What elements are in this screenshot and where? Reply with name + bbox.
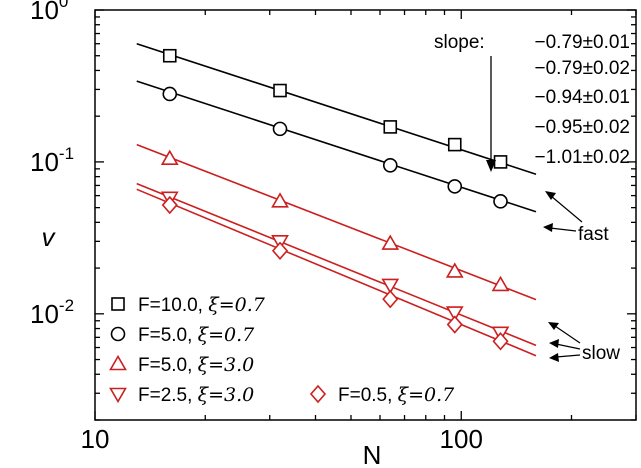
x-tick-label: 10 [81,424,110,454]
slope-value-3: −0.94±0.01 [535,87,630,108]
data-point-series-3 [381,234,400,250]
data-point-series-2 [272,121,288,137]
data-point-series-3 [445,262,464,278]
slow-arrow-head-1 [548,322,559,330]
plot-frame [94,9,637,421]
fast-arrow-2 [549,227,577,232]
legend-marker-2 [110,326,126,342]
data-point-series-2 [162,86,178,102]
slope-arrow-head [486,160,496,172]
data-point-series-4 [445,306,464,322]
data-point-series-4 [381,278,400,295]
legend-label-1: F=10.0, ξ=0.7 [138,294,266,316]
plot-area-border [94,9,637,421]
data-point-series-1 [162,48,177,63]
slope-value-1: −0.79±0.01 [535,32,630,53]
slow-label: slow [582,343,620,364]
fast-arrow-1 [550,195,583,223]
slope-value-5: −1.01±0.02 [535,147,630,168]
slow-arrow-1 [554,325,581,344]
legend: F=10.0, ξ=0.7 F=5.0, ξ=0.7 F=5.0, ξ=3.0 F=2… [109,294,455,406]
legend-marker-5 [309,384,327,404]
fast-label: fast [578,224,609,245]
fit-line-5 [136,188,537,357]
data-point-series-1 [383,120,398,134]
data-point-series-1 [493,155,508,169]
data-point-series-1 [447,137,462,152]
y-tick-label: 100 [30,0,68,25]
data-point-series-3 [491,275,510,292]
fit-line-3 [136,143,537,301]
data-point-series-5 [492,332,509,351]
data-point-series-5 [161,195,178,215]
fast-arrow-head-1 [545,191,556,200]
data-point-series-1 [273,83,287,98]
fit-line-2 [136,80,537,213]
data-markers [160,48,510,351]
legend-marker-3 [109,354,127,371]
data-point-series-3 [160,149,179,165]
slope-label: slope: [434,32,485,53]
y-axis-title: v [42,222,57,252]
data-point-series-3 [271,192,289,208]
legend-label-3: F=5.0, ξ=3.0 [138,354,254,376]
fit-line-4 [136,182,537,347]
data-point-series-2 [382,157,398,173]
legend-label-5: F=0.5, ξ=0.7 [338,384,455,406]
slow-arrow-head-2 [549,339,559,348]
data-point-series-2 [447,179,463,194]
data-point-series-2 [493,194,508,209]
x-axis-title: N [363,440,382,468]
slow-arrow-head-3 [549,353,559,362]
axis-ticks [94,9,637,421]
x-tick-label: 100 [440,424,483,454]
fit-line-1 [136,42,537,175]
legend-label-2: F=5.0, ξ=0.7 [138,324,255,346]
y-tick-label: 10-2 [30,296,74,329]
tick-labels: 10 100 100 10-1 10-2 [30,0,483,454]
slope-value-4: −0.95±0.02 [535,117,630,138]
legend-label-4: F=2.5, ξ=3.0 [138,384,254,406]
fast-arrow-head-2 [543,223,553,232]
data-point-series-5 [446,315,463,334]
slope-value-2: −0.79±0.02 [535,58,630,79]
annotations: slope: −0.79±0.01 −0.79±0.02 −0.94±0.01 −0.9… [434,32,630,364]
slow-arrow-2 [555,343,581,350]
data-point-series-5 [271,241,289,260]
legend-marker-4 [109,387,127,404]
data-point-series-5 [382,289,399,309]
slow-arrow-3 [555,354,581,358]
fit-lines [136,42,537,357]
y-tick-label: 10-1 [30,144,74,177]
legend-marker-1 [111,297,125,311]
